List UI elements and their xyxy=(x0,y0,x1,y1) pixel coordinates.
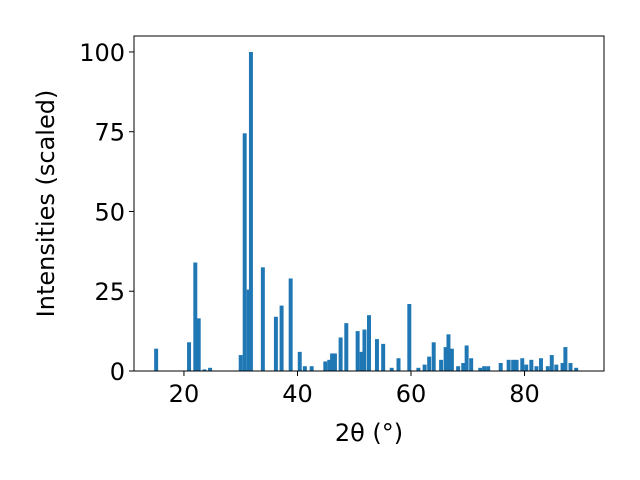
y-axis-label: Intensities (scaled) xyxy=(32,90,60,318)
y-tick-label: 0 xyxy=(110,358,125,386)
bar xyxy=(196,318,201,371)
bar xyxy=(514,359,519,371)
bar xyxy=(238,355,243,371)
bar xyxy=(407,304,412,371)
bar xyxy=(478,367,483,371)
bar xyxy=(563,347,568,371)
bar xyxy=(439,359,444,371)
bar xyxy=(288,278,293,371)
bar xyxy=(279,305,284,371)
bar xyxy=(273,316,278,371)
bar xyxy=(498,363,503,371)
bar xyxy=(416,367,421,371)
bar xyxy=(568,363,573,371)
y-axis-ticks: 0 25 50 75 100 xyxy=(79,39,134,386)
bar xyxy=(469,358,474,371)
bar xyxy=(456,366,461,371)
x-tick-label: 20 xyxy=(169,380,200,408)
bar xyxy=(355,331,360,371)
bar xyxy=(248,51,253,371)
bar xyxy=(389,367,394,371)
x-axis-label: 2θ (°) xyxy=(335,419,403,447)
bar xyxy=(330,353,335,371)
bar xyxy=(327,359,332,371)
bar xyxy=(461,363,466,371)
bar xyxy=(511,359,516,371)
bar xyxy=(359,351,364,371)
bar xyxy=(246,289,251,371)
y-tick-label: 25 xyxy=(94,278,125,306)
bar xyxy=(449,348,454,371)
bar xyxy=(242,133,247,371)
bar xyxy=(332,353,337,371)
bar xyxy=(520,358,525,371)
bar xyxy=(524,364,529,371)
y-tick-label: 50 xyxy=(94,198,125,226)
bar xyxy=(464,345,469,371)
bar xyxy=(367,315,371,371)
bar xyxy=(574,367,579,371)
bar xyxy=(154,348,159,371)
bar xyxy=(396,358,401,371)
bar xyxy=(344,323,349,371)
x-tick-label: 80 xyxy=(509,380,540,408)
bar xyxy=(302,366,307,371)
bar xyxy=(362,329,367,371)
bar xyxy=(443,347,448,371)
plot-frame xyxy=(133,35,605,372)
y-tick-label: 75 xyxy=(94,119,125,147)
bar xyxy=(309,366,314,371)
bar xyxy=(297,351,302,371)
bar xyxy=(202,369,207,371)
bar xyxy=(422,364,427,371)
bar xyxy=(506,359,511,371)
bar xyxy=(208,367,213,371)
bar xyxy=(539,358,543,371)
bar xyxy=(554,364,559,371)
bar xyxy=(446,334,451,371)
bar xyxy=(260,267,265,371)
bar xyxy=(534,366,539,371)
bar xyxy=(560,363,565,371)
bar xyxy=(431,342,436,371)
bar xyxy=(427,356,432,371)
bar xyxy=(486,366,491,371)
bar xyxy=(545,366,550,371)
bar xyxy=(529,359,534,371)
bar xyxy=(549,355,554,371)
bar-series xyxy=(154,51,579,371)
y-tick-label: 100 xyxy=(79,39,125,67)
bar xyxy=(193,262,198,371)
bar xyxy=(482,366,487,371)
x-axis-ticks: 20 40 60 80 xyxy=(169,371,540,408)
bar xyxy=(374,339,379,371)
bar xyxy=(323,361,328,371)
x-tick-label: 40 xyxy=(282,380,313,408)
bar xyxy=(338,337,343,371)
x-tick-label: 60 xyxy=(396,380,427,408)
bar xyxy=(381,343,386,371)
bar xyxy=(187,342,192,371)
